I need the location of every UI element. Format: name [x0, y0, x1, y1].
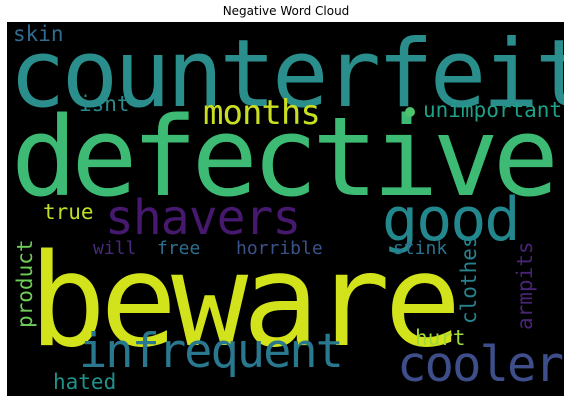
- word-skin: skin: [13, 22, 64, 46]
- word-will: will: [93, 238, 137, 259]
- word-true: true: [43, 200, 94, 224]
- word-cloud: counterfeit defective beware shavers goo…: [7, 22, 564, 396]
- word-clothes: clothes: [457, 235, 481, 324]
- word-hurt: hurt: [415, 326, 466, 350]
- word-good: good: [382, 185, 520, 255]
- word-cooler: cooler: [397, 336, 564, 393]
- word-hated: hated: [53, 370, 117, 394]
- dot-mark: [405, 107, 415, 117]
- word-counterfeit: counterfeit: [9, 22, 564, 129]
- word-unimportant: unimportant: [423, 98, 563, 122]
- word-armpits: armpits: [513, 241, 537, 330]
- word-defective: defective: [11, 93, 559, 221]
- word-beware: beware: [29, 227, 461, 376]
- word-product: product: [13, 239, 37, 328]
- word-infrequent: infrequent: [79, 324, 344, 379]
- word-horrible: horrible: [236, 238, 323, 259]
- word-stink: stink: [393, 238, 448, 259]
- word-free: free: [157, 238, 201, 259]
- word-shavers: shavers: [105, 190, 301, 246]
- figure-title: Negative Word Cloud: [222, 4, 350, 18]
- word-months: months: [203, 93, 321, 133]
- word-isnt: isnt: [79, 92, 130, 116]
